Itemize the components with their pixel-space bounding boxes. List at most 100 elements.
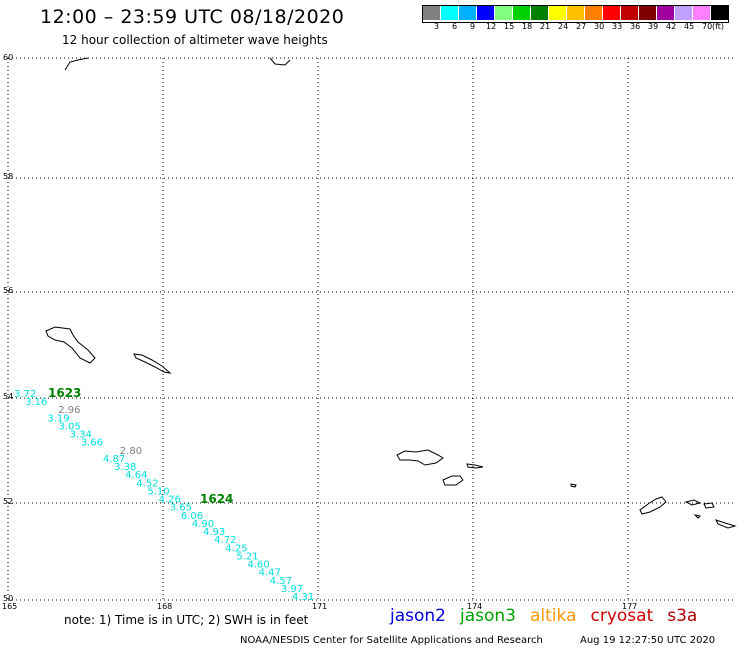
satellite-list: jason2 jason3 altika cryosat s3a: [390, 606, 711, 626]
wave-height-label: 5.10: [147, 486, 169, 497]
legend-swatch: [639, 6, 657, 20]
island-bering: [45, 326, 96, 364]
legend-swatch: [441, 6, 459, 20]
legend-label: 18: [522, 22, 533, 31]
legend-swatch: [549, 6, 567, 20]
pass-number-label: 1623: [48, 386, 81, 400]
wave-height-label: 4.47: [259, 568, 281, 579]
legend-label: 42: [666, 22, 677, 31]
legend-label: 21: [540, 22, 551, 31]
longitude-label: 168: [157, 602, 172, 611]
graticule: [7, 57, 735, 601]
legend-swatch: [711, 6, 728, 20]
wave-height-label: 2.96: [58, 405, 80, 416]
legend-label: 45: [684, 22, 695, 31]
wave-height-label: 3.65: [170, 503, 192, 514]
wave-height-label: 3.34: [70, 430, 92, 441]
latitude-label: 52: [3, 497, 13, 506]
legend-label: 15: [504, 22, 515, 31]
legend-label: 6: [452, 22, 458, 31]
latitude-label: 60: [3, 53, 13, 62]
longitude-label: 171: [312, 602, 327, 611]
longitude-label: 177: [622, 602, 637, 611]
wave-height-label: 3.16: [25, 397, 47, 408]
longitude-label: 174: [467, 602, 482, 611]
legend-label: 24: [558, 22, 569, 31]
legend-swatch: [477, 6, 495, 20]
wave-height-label: 3.05: [59, 422, 81, 433]
legend-label: 33: [612, 22, 623, 31]
legend-label: 9: [470, 22, 476, 31]
island-agattu: [442, 475, 464, 486]
legend-swatch: [603, 6, 621, 20]
generated-timestamp: Aug 19 12:27:50 UTC 2020: [580, 635, 716, 646]
color-legend: [422, 5, 729, 23]
island-kiska: [639, 496, 667, 515]
longitude-label: 165: [2, 602, 17, 611]
wave-height-label: 4.72: [214, 535, 236, 546]
wave-height-label: 2.80: [120, 446, 142, 457]
legend-swatch: [423, 6, 441, 20]
legend-swatch: [585, 6, 603, 20]
wave-height-label: 3.38: [114, 462, 136, 473]
latitude-label: 58: [3, 172, 13, 181]
wave-height-label: 3.97: [281, 584, 303, 595]
wave-height-label: 4.60: [248, 560, 270, 571]
altimeter-track: 3.723.16 2.963.193.053.343.66 2.804.873.38…: [14, 386, 314, 603]
wave-height-label: 4.93: [203, 527, 225, 538]
wave-height-label: 4.64: [125, 470, 147, 481]
legend-label: 12: [486, 22, 497, 31]
wave-height-label: 4.57: [270, 576, 292, 587]
island-buldir: [570, 483, 577, 488]
island-rat-3: [693, 514, 702, 519]
satellite-name: altika: [530, 606, 577, 626]
wave-height-label: 4.52: [136, 478, 158, 489]
legend-swatch: [693, 6, 711, 20]
map-subtitle: 12 hour collection of altimeter wave hei…: [62, 33, 328, 47]
island-attu: [396, 449, 444, 466]
satellite-name: s3a: [667, 606, 698, 626]
island-semichi: [466, 463, 484, 469]
pass-number-label: 1624: [200, 492, 233, 506]
legend-label: 70: [702, 22, 713, 31]
wave-height-label: 6.06: [181, 511, 203, 522]
legend-swatch: [621, 6, 639, 20]
latitude-label: 50: [3, 594, 13, 603]
island-amchitka: [715, 519, 737, 529]
credit-line: NOAA/NESDIS Center for Satellite Applica…: [240, 635, 543, 646]
legend-label: 30: [594, 22, 605, 31]
island-rat-2: [703, 502, 715, 509]
legend-swatch: [657, 6, 675, 20]
satellite-name: jason2: [390, 606, 446, 626]
legend-labels: 3 6 9 12 15 18 21 24 27 30 33 36 39 42 45 70: [422, 22, 740, 34]
wave-height-label: 4.25: [225, 543, 247, 554]
wave-height-label: 3.19: [47, 413, 69, 424]
footer-note: note: 1) Time is in UTC; 2) SWH is in fe…: [64, 613, 309, 627]
latitude-label: 54: [3, 392, 13, 401]
island-medny: [133, 353, 172, 374]
coastline-north-2: [269, 57, 291, 66]
satellite-name: jason3: [460, 606, 516, 626]
legend-swatch: [495, 6, 513, 20]
legend-label: 3: [434, 22, 440, 31]
wave-height-label: 4.31: [292, 592, 314, 603]
wave-height-label: 4.26: [159, 495, 181, 506]
wave-height-label: 4.90: [192, 519, 214, 530]
legend-label: 27: [576, 22, 587, 31]
map-title: 12:00 – 23:59 UTC 08/18/2020: [40, 6, 345, 28]
wave-height-label: 5.21: [236, 551, 258, 562]
legend-swatch: [513, 6, 531, 20]
legend-swatch: [567, 6, 585, 20]
coastlines: [45, 57, 737, 529]
legend-label: 36: [630, 22, 641, 31]
satellite-name: cryosat: [590, 606, 654, 626]
wave-height-label: 3.72: [14, 389, 36, 400]
legend-label: 39: [648, 22, 659, 31]
wave-height-label: 3.66: [81, 438, 103, 449]
legend-swatch: [531, 6, 549, 20]
wave-height-label: 4.87: [103, 454, 125, 465]
legend-swatch: [459, 6, 477, 20]
latitude-label: 56: [3, 286, 13, 295]
